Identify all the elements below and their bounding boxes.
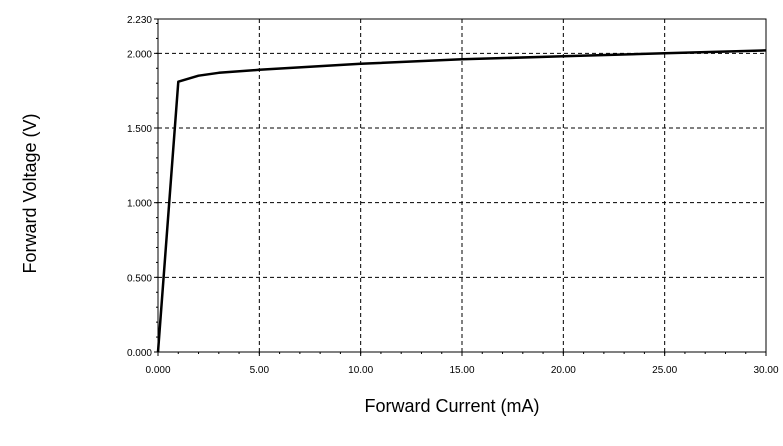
x-tick-label: 30.00 xyxy=(753,365,778,376)
tick-marks xyxy=(154,18,767,356)
x-tick-label: 0.000 xyxy=(145,365,170,376)
series-line xyxy=(156,49,767,353)
y-tick-label: 0.500 xyxy=(127,273,152,284)
x-tick-label: 25.00 xyxy=(652,365,677,376)
x-tick-label: 5.00 xyxy=(250,365,270,376)
x-tick-label: 20.00 xyxy=(551,365,576,376)
y-axis-label: Forward Voltage (V) xyxy=(20,113,40,273)
y-tick-labels: 0.000 0.500 1.000 1.500 2.000 2.230 xyxy=(127,15,152,359)
x-tick-label: 10.00 xyxy=(348,365,373,376)
x-axis-label: Forward Current (mA) xyxy=(364,396,539,416)
y-tick-label: 1.000 xyxy=(127,199,152,210)
y-tick-label: 0.000 xyxy=(127,348,152,359)
y-tick-label: 1.500 xyxy=(127,124,152,135)
grid-lines xyxy=(158,19,766,352)
x-tick-label: 15.00 xyxy=(449,365,474,376)
x-tick-labels: 0.000 5.00 10.00 15.00 20.00 25.00 30.00 xyxy=(145,365,778,376)
y-tick-label: 2.230 xyxy=(127,15,152,26)
y-tick-label: 2.000 xyxy=(127,49,152,60)
series-group xyxy=(156,49,767,353)
